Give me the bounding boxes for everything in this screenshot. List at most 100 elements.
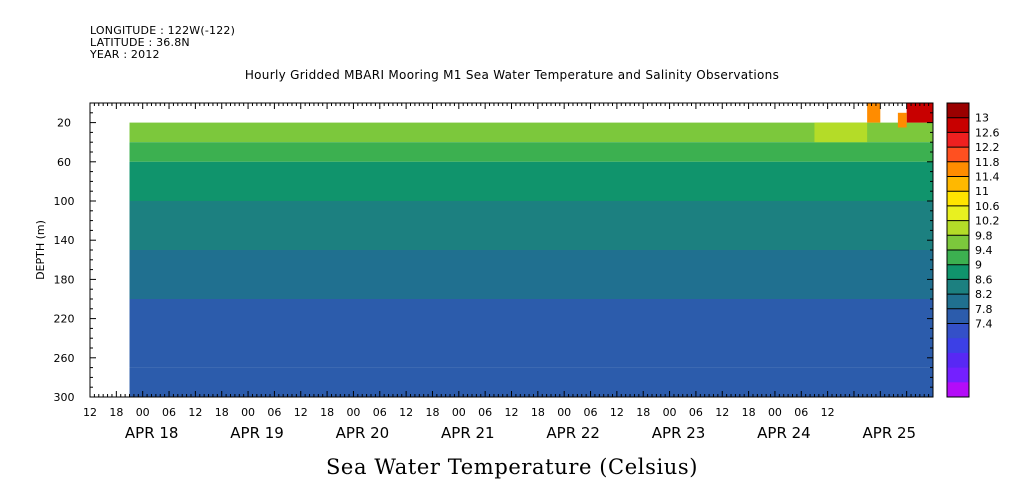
surface-patch-1 (867, 103, 881, 123)
y-tick-label: 260 (54, 352, 75, 365)
x-axis: 12 18 00 06 12 18 00 06 12 18 00 06 12 18 00 06 12 18 00 06… (83, 103, 934, 442)
x-day-label: APR 24 (757, 424, 811, 442)
colorbar-label: 10.6 (975, 200, 1000, 213)
x-tick-label: 18 (636, 406, 650, 419)
x-day-label: APR 20 (336, 424, 390, 442)
x-tick-label: 00 (346, 406, 360, 419)
depth-band-4 (129, 201, 933, 226)
depth-band-1 (129, 142, 933, 162)
depth-band-3 (129, 176, 933, 201)
colorbar-label: 11 (975, 185, 989, 198)
x-tick-label: 18 (320, 406, 334, 419)
colorbar-label: 8.2 (975, 288, 993, 301)
x-day-label: APR 21 (441, 424, 495, 442)
x-tick-label: 12 (715, 406, 729, 419)
x-tick-label: 06 (794, 406, 808, 419)
colorbar-swatch (947, 279, 969, 295)
chart-subtitle: Sea Water Temperature (Celsius) (325, 455, 699, 479)
surface-patch-2 (906, 103, 933, 123)
x-tick-label: 00 (557, 406, 571, 419)
y-tick-label: 220 (54, 313, 75, 326)
colorbar-label: 9 (975, 259, 982, 272)
colorbar-swatch (947, 264, 969, 280)
x-day-label: APR 18 (125, 424, 179, 442)
x-tick-label: 00 (452, 406, 466, 419)
colorbar-label: 8.6 (975, 273, 993, 286)
colorbar-label: 10.2 (975, 215, 1000, 228)
x-tick-label: 18 (215, 406, 229, 419)
y-tick-label: 300 (54, 391, 75, 404)
colorbar-swatch (947, 176, 969, 192)
y-tick-label: 60 (57, 156, 71, 169)
colorbar-label: 12.2 (975, 141, 1000, 154)
x-tick-label: 06 (162, 406, 176, 419)
x-tick-label: 12 (505, 406, 519, 419)
colorbar-swatch (947, 382, 969, 398)
depth-band-6 (129, 250, 933, 275)
x-tick-label: 12 (83, 406, 97, 419)
colorbar-swatch (947, 323, 969, 339)
x-day-label: APR 22 (546, 424, 600, 442)
chart-title: Hourly Gridded MBARI Mooring M1 Sea Wate… (244, 68, 780, 82)
x-day-label: APR 23 (652, 424, 706, 442)
header-longitude: LONGITUDE : 122W(-122) (90, 24, 236, 37)
x-tick-label: 00 (768, 406, 782, 419)
colorbar-label: 13 (975, 112, 989, 125)
colorbar-swatch (947, 103, 969, 119)
colorbar-swatch (947, 338, 969, 354)
y-axis: 20 60 100 140 180 220 260 300 (54, 102, 933, 404)
colorbar-swatch (947, 161, 969, 177)
depth-band-7 (129, 274, 933, 299)
colorbar-swatch (947, 191, 969, 207)
x-tick-label: 12 (188, 406, 202, 419)
x-tick-label: 00 (136, 406, 150, 419)
colorbar-swatch (947, 235, 969, 251)
colorbar-swatch (947, 250, 969, 266)
colorbar-label: 12.6 (975, 126, 1000, 139)
colorbar-label: 11.8 (975, 156, 1000, 169)
x-tick-label: 00 (663, 406, 677, 419)
colorbar-swatch (947, 205, 969, 222)
x-tick-label: 18 (109, 406, 123, 419)
y-tick-label: 180 (54, 273, 75, 286)
colorbar-swatch (947, 308, 969, 324)
surface-patch-3 (897, 112, 907, 128)
colorbar-label: 7.8 (975, 303, 993, 316)
x-tick-label: 12 (610, 406, 624, 419)
x-tick-label: 18 (425, 406, 439, 419)
header-year: YEAR : 2012 (90, 48, 160, 61)
colorbar-label: 7.4 (975, 318, 993, 331)
y-tick-label: 100 (54, 195, 75, 208)
x-tick-label: 06 (373, 406, 387, 419)
depth-band-0 (129, 122, 933, 143)
heatmap-area (129, 103, 933, 397)
colorbar-label: 9.8 (975, 229, 993, 242)
x-tick-label: 06 (478, 406, 492, 419)
header-latitude: LATITUDE : 36.8N (90, 36, 190, 49)
depth-band-2 (129, 161, 933, 177)
colorbar-swatch (947, 294, 969, 310)
y-axis-label: DEPTH (m) (34, 220, 47, 280)
x-tick-label: 12 (294, 406, 308, 419)
x-tick-label: 12 (821, 406, 835, 419)
colorbar-swatch (947, 220, 969, 236)
colorbar-label: 9.4 (975, 244, 993, 257)
colorbar-swatch (947, 117, 969, 133)
x-tick-label: 18 (742, 406, 756, 419)
surface-patch-0 (814, 122, 868, 143)
colorbar-swatch (947, 352, 969, 369)
y-tick-label: 140 (54, 234, 75, 247)
x-day-label: APR 19 (230, 424, 284, 442)
colorbar-swatch (947, 367, 969, 383)
colorbar-swatch (947, 132, 969, 148)
x-tick-label: 00 (241, 406, 255, 419)
x-tick-label: 06 (584, 406, 598, 419)
x-tick-label: 06 (267, 406, 281, 419)
colorbar-label: 11.4 (975, 171, 1000, 184)
y-tick-label: 20 (57, 117, 71, 130)
x-tick-label: 06 (689, 406, 703, 419)
x-tick-label: 18 (531, 406, 545, 419)
x-tick-label: 12 (399, 406, 413, 419)
x-day-label: APR 25 (863, 424, 917, 442)
